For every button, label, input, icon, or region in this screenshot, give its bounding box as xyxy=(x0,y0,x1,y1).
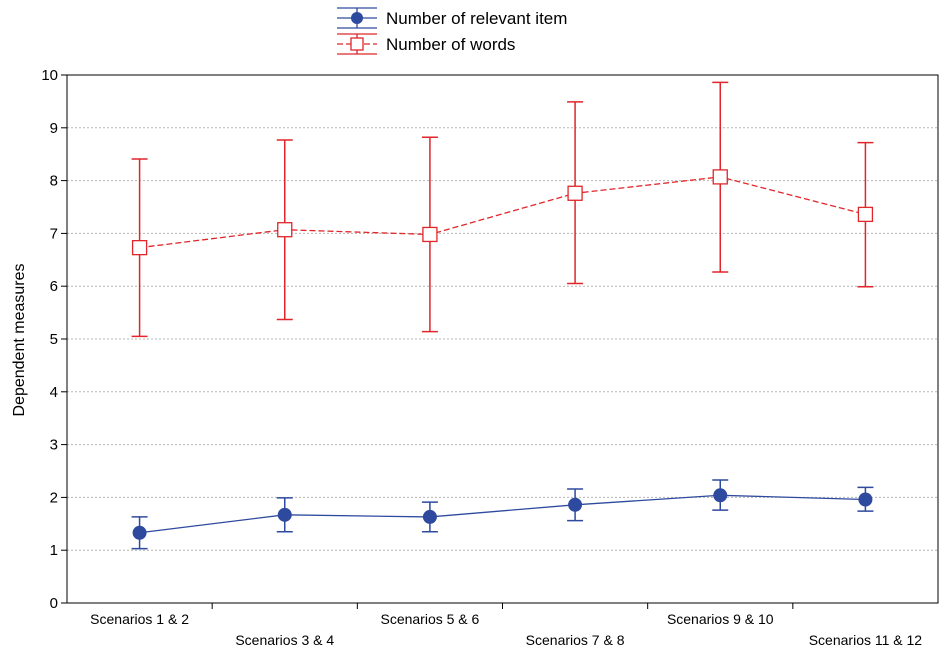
y-tick-label: 9 xyxy=(50,120,58,137)
y-tick-label: 4 xyxy=(50,384,58,401)
data-point xyxy=(712,169,728,185)
y-tick-label: 6 xyxy=(50,278,58,295)
data-point xyxy=(567,185,583,201)
data-point xyxy=(132,525,147,540)
legend-item: Number of relevant item xyxy=(337,7,567,29)
y-tick-label: 7 xyxy=(50,225,58,242)
x-tick-label: Scenarios 11 & 12 xyxy=(809,632,923,648)
y-tick-label: 3 xyxy=(50,437,58,454)
legend: Number of relevant item Number of words xyxy=(337,7,567,55)
legend-marker xyxy=(350,37,364,51)
data-point xyxy=(422,226,438,243)
data-point xyxy=(422,509,437,524)
series-layer xyxy=(131,81,874,550)
series-line xyxy=(139,176,866,249)
data-point xyxy=(277,507,292,522)
y-tick-label: 0 xyxy=(50,595,58,612)
y-tick-label: 1 xyxy=(50,542,58,559)
x-tick-label: Scenarios 1 & 2 xyxy=(90,611,189,627)
legend-marker xyxy=(351,12,363,24)
axes: 0 1 2 3 4 5 6 7 8 9 10 Scenarios 1 & 2 Scenarios 3 &… xyxy=(41,67,922,648)
data-point xyxy=(857,206,874,223)
x-tick-label: Scenarios 9 & 10 xyxy=(667,611,774,627)
legend-label: Number of relevant item xyxy=(386,9,567,28)
y-axis-title: Dependent measures xyxy=(11,264,28,417)
x-tick-label: Scenarios 5 & 6 xyxy=(380,611,479,627)
x-tick-label: Scenarios 3 & 4 xyxy=(235,632,334,648)
data-point xyxy=(131,240,148,256)
series-line xyxy=(139,494,866,534)
y-tick-label: 2 xyxy=(50,489,58,506)
y-tick-label: 8 xyxy=(50,173,58,190)
data-point xyxy=(277,222,293,238)
y-tick-label: 10 xyxy=(41,67,58,84)
series-0 xyxy=(131,479,874,550)
y-tick-label: 5 xyxy=(50,331,58,348)
legend-label: Number of words xyxy=(386,35,515,54)
data-point xyxy=(713,488,728,503)
series-1 xyxy=(131,81,874,338)
legend-item: Number of words xyxy=(337,33,515,55)
data-point xyxy=(858,492,873,507)
grid-lines xyxy=(67,127,938,551)
x-tick-label: Scenarios 7 & 8 xyxy=(526,632,625,648)
data-point xyxy=(568,497,583,512)
